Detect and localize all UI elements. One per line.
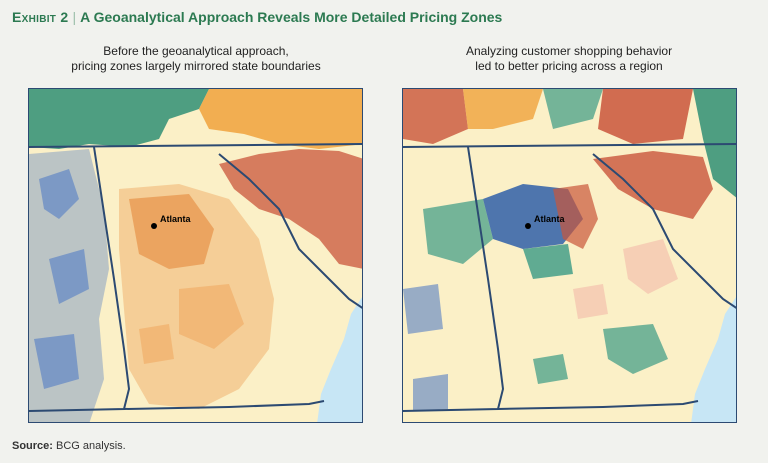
source-text: BCG analysis. (56, 440, 126, 452)
atlanta-marker (525, 223, 531, 229)
zone-red-northwest (403, 89, 468, 144)
map-before: Atlanta (28, 88, 363, 423)
zone-teal-patch-2 (533, 354, 568, 384)
state-boundary-north (29, 143, 362, 148)
zone-red-atlanta (553, 184, 598, 249)
ocean (691, 297, 736, 422)
zone-red-east (593, 151, 713, 219)
zone-blue-patch-2 (49, 249, 89, 304)
zone-blue-patch-3 (34, 334, 79, 389)
zone-orange-northwest (463, 89, 543, 129)
zone-orange-patch-1 (179, 284, 244, 349)
left-map-caption: Before the geoanalytical approach, prici… (26, 44, 366, 74)
zone-red-east (219, 149, 362, 269)
zone-blue-patch-1 (403, 284, 443, 334)
left-caption-line-1: Before the geoanalytical approach, (103, 44, 289, 58)
zone-green-northeast (693, 89, 736, 198)
source-note: Source: BCG analysis. (12, 440, 126, 452)
state-boundary-ga-fl (123, 400, 325, 410)
exhibit-header: Exhibit 2 | A Geoanalytical Approach Revea… (12, 9, 756, 25)
zone-teal-south (523, 244, 573, 279)
exhibit-number: Exhibit 2 (12, 9, 69, 25)
zone-blue-patch-2 (413, 374, 448, 411)
zone-orange-atlanta (129, 194, 214, 269)
zone-teal-north (29, 89, 209, 149)
source-label: Source: (12, 440, 53, 452)
state-boundary-ga-fl (497, 400, 699, 410)
zone-teal-patch-1 (603, 324, 668, 374)
right-map-caption: Analyzing customer shopping behavior led… (399, 44, 739, 74)
header-separator: | (72, 9, 77, 25)
right-caption-line-1: Analyzing customer shopping behavior (465, 44, 673, 58)
state-boundary-ga-sc (218, 153, 362, 309)
map-before-svg: Atlanta (29, 89, 362, 422)
ocean (317, 297, 362, 422)
state-boundary-north (403, 143, 736, 148)
zone-pink-patch-2 (573, 284, 608, 319)
atlanta-label: Atlanta (534, 214, 565, 224)
zone-pink-patch-1 (623, 239, 678, 294)
state-boundary-al-ga (29, 146, 131, 412)
zone-blue-patch-1 (39, 169, 79, 219)
atlanta-marker (151, 223, 157, 229)
atlanta-label: Atlanta (160, 214, 191, 224)
zone-orange-patch-2 (139, 324, 174, 364)
zone-teal-north (543, 89, 603, 129)
left-caption-line-2: pricing zones largely mirrored state bou… (71, 59, 321, 73)
zone-teal-west (423, 199, 493, 264)
right-caption-line-2: led to better pricing across a region (475, 59, 663, 73)
state-boundary-al-ga (403, 146, 505, 412)
map-after: Atlanta (402, 88, 737, 423)
map-after-svg: Atlanta (403, 89, 736, 422)
zone-orange-north (199, 89, 362, 149)
state-boundary-ga-sc (592, 153, 736, 309)
exhibit-title: A Geoanalytical Approach Reveals More De… (80, 9, 503, 25)
zone-red-north (598, 89, 693, 144)
